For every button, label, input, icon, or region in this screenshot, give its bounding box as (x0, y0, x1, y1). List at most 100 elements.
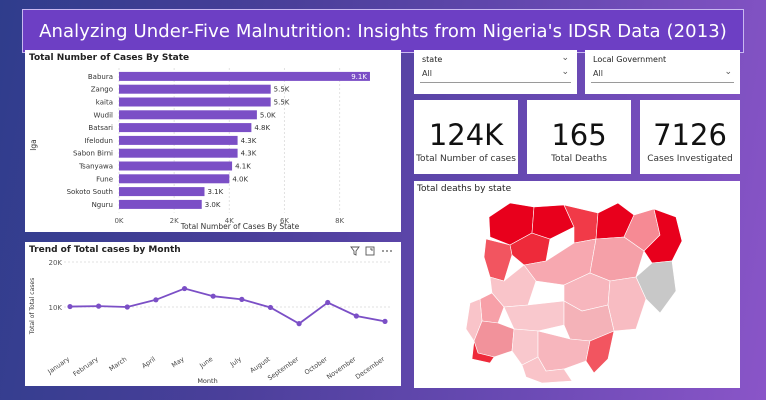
line-point[interactable] (353, 313, 359, 319)
bar-data-label: 3.1K (207, 188, 223, 196)
bar-x-tick-label: 0K (114, 217, 123, 225)
line-point[interactable] (181, 285, 188, 292)
bar-category-label: Wudil (94, 111, 113, 119)
deaths-by-state-map[interactable]: Total deaths by state (414, 181, 740, 388)
line-x-tick-label: March (108, 355, 129, 373)
bar[interactable] (119, 135, 238, 145)
line-point[interactable] (325, 299, 331, 306)
bar[interactable] (119, 161, 233, 171)
chevron-up-icon[interactable]: ⌄ (561, 53, 569, 63)
chevron-down-icon[interactable]: ⌄ (561, 67, 569, 77)
bar-x-axis-title: Total Number of Cases By State (180, 222, 300, 231)
bar-y-axis-title: lga (29, 139, 38, 150)
line-point[interactable] (67, 303, 73, 310)
cases-investigated-card: 7126 Cases Investigated (640, 100, 740, 174)
bar-chart-svg: 0K 2K 4K 6K 8K Babura 9.1K Zango 5.5K kaita 5.5K Wu… (29, 68, 370, 231)
line-x-tick-label: July (228, 355, 243, 369)
total-deaths-caption: Total Deaths (551, 154, 607, 164)
map-title: Total deaths by state (417, 184, 512, 194)
line-chart-title: Trend of Total cases by Month (29, 245, 181, 255)
line-x-tick-label: January (46, 355, 72, 376)
map-region-kebbi (483, 238, 513, 282)
visual-header-icons (350, 246, 392, 256)
bar-x-tick-label: 4K (225, 217, 234, 225)
line-x-tick-label: September (266, 355, 300, 382)
bar[interactable] (119, 123, 252, 133)
line-x-tick-label: December (354, 355, 386, 381)
bar[interactable] (119, 97, 271, 107)
state-dropdown[interactable]: All ⌄ (420, 66, 571, 83)
dashboard-title: Analyzing Under-Five Malnutrition: Insig… (22, 9, 744, 53)
state-slicer[interactable]: state ⌄ All ⌄ (414, 50, 577, 94)
bar-category-label: Batsari (88, 124, 113, 132)
bar-x-tick-label: 6K (280, 217, 289, 225)
focus-mode-icon[interactable] (365, 246, 375, 256)
line-point[interactable] (210, 293, 216, 299)
line-x-tick-label: April (140, 355, 157, 370)
bar-data-label: 9.1K (351, 73, 367, 81)
line-point[interactable] (267, 304, 274, 311)
line-x-tick-label: February (72, 355, 100, 378)
line-chart-svg: 10K 20K January February March April May June Ju… (29, 259, 391, 385)
bar[interactable] (119, 199, 202, 209)
map-region-cross-river (585, 330, 615, 374)
more-options-icon[interactable] (382, 250, 392, 252)
line-point[interactable] (382, 318, 388, 324)
bar[interactable] (119, 148, 238, 158)
trend-by-month-chart[interactable]: Trend of Total cases by Month 10K 20K Janu… (25, 242, 401, 386)
bar-data-label: 5.0K (260, 111, 276, 119)
bar[interactable] (119, 71, 370, 81)
local-government-dropdown[interactable]: All ⌄ (591, 66, 734, 83)
bar-data-label: 4.3K (241, 137, 257, 145)
bar-category-label: Sabon Birni (73, 150, 113, 158)
filter-icon[interactable] (350, 246, 360, 256)
total-cases-card: 124K Total Number of cases (414, 100, 518, 174)
bar-category-label: Zango (91, 86, 113, 94)
state-slicer-label: state (422, 55, 443, 64)
bar-x-tick-label: 8K (335, 217, 344, 225)
cases-investigated-value: 7126 (653, 118, 727, 152)
line-series (69, 287, 386, 325)
line-y-axis-title: Total of Total cases (29, 278, 36, 335)
line-point[interactable] (124, 304, 130, 310)
line-point[interactable] (239, 296, 245, 302)
bar-category-label: Nguru (92, 201, 113, 209)
line-y-tick-label: 20K (49, 259, 63, 267)
bar-category-label: Ifelodun (85, 137, 113, 145)
bar[interactable] (119, 187, 205, 197)
line-point[interactable] (153, 297, 159, 303)
total-cases-value: 124K (428, 118, 504, 152)
total-cases-caption: Total Number of cases (416, 154, 516, 164)
bar-data-label: 4.0K (232, 175, 248, 183)
bar[interactable] (119, 84, 271, 94)
bar-chart-title: Total Number of Cases By State (29, 53, 190, 63)
state-dropdown-value: All (422, 69, 432, 78)
bar[interactable] (119, 110, 257, 120)
local-government-dropdown-value: All (593, 69, 603, 78)
line-x-tick-label: August (248, 355, 272, 375)
nigeria-choropleth[interactable] (414, 181, 740, 388)
local-government-slicer-label: Local Government (593, 55, 667, 64)
map-region-southwest (473, 320, 515, 358)
bar-category-label: Babura (88, 73, 113, 81)
bar[interactable] (119, 174, 230, 184)
line-point[interactable] (96, 303, 102, 309)
line-x-tick-label: June (197, 355, 214, 370)
bar-category-label: kaita (96, 99, 113, 107)
bar-category-label: Sokoto South (67, 188, 113, 196)
bar-data-label: 4.8K (254, 124, 270, 132)
bar-data-label: 3.0K (205, 201, 221, 209)
line-x-axis-title: Month (197, 377, 217, 385)
local-government-slicer[interactable]: Local Government All ⌄ (585, 50, 740, 94)
map-region-katsina (531, 204, 575, 240)
bar-category-label: Tsanyawa (78, 163, 113, 171)
total-deaths-value: 165 (551, 118, 607, 152)
bar-category-label: Fune (96, 175, 113, 183)
bar-data-label: 4.1K (235, 163, 251, 171)
cases-by-state-chart[interactable]: Total Number of Cases By State 0K 2K 4K 6K 8… (25, 50, 401, 232)
bar-x-tick-label: 2K (170, 217, 179, 225)
line-x-tick-label: November (325, 355, 358, 381)
map-region-lagos (471, 340, 495, 364)
line-point[interactable] (296, 321, 302, 327)
chevron-down-icon[interactable]: ⌄ (724, 67, 732, 77)
